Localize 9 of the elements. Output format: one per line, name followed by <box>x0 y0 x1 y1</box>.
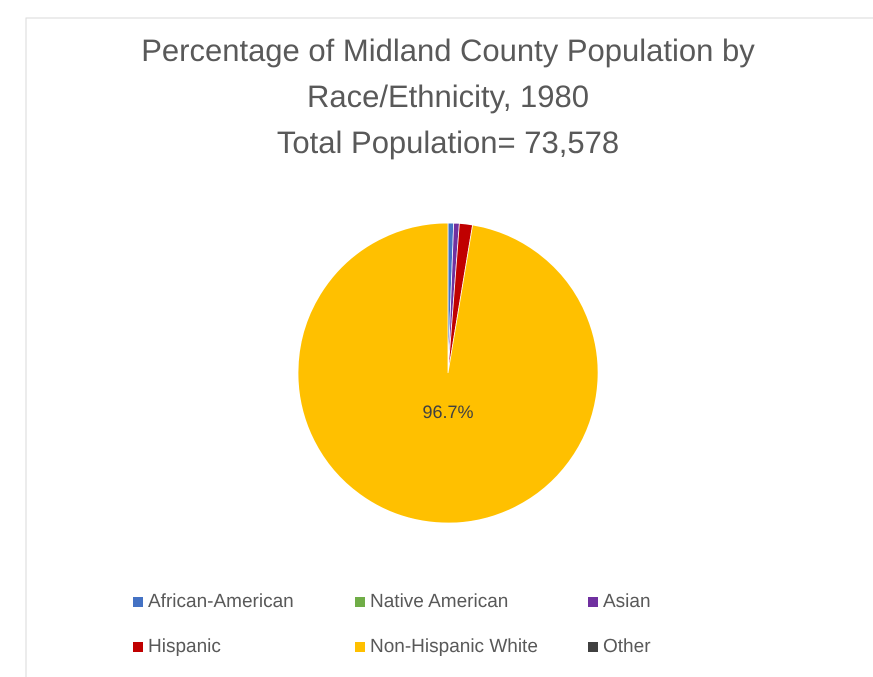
chart-title: Percentage of Midland County Population by Race/Ethnicity, 1980 <box>141 33 756 114</box>
legend-label: Asian <box>603 591 651 612</box>
legend-label: Native American <box>370 591 508 612</box>
legend-label: Non-Hispanic White <box>370 636 538 658</box>
legend-label: Other <box>603 636 652 658</box>
legend-label: African-American <box>148 591 294 612</box>
data-label: 96.7% <box>422 402 474 422</box>
legend-label: Hispanic <box>148 636 221 658</box>
chart-subtitle: Total Population= 73,578 <box>276 125 620 160</box>
